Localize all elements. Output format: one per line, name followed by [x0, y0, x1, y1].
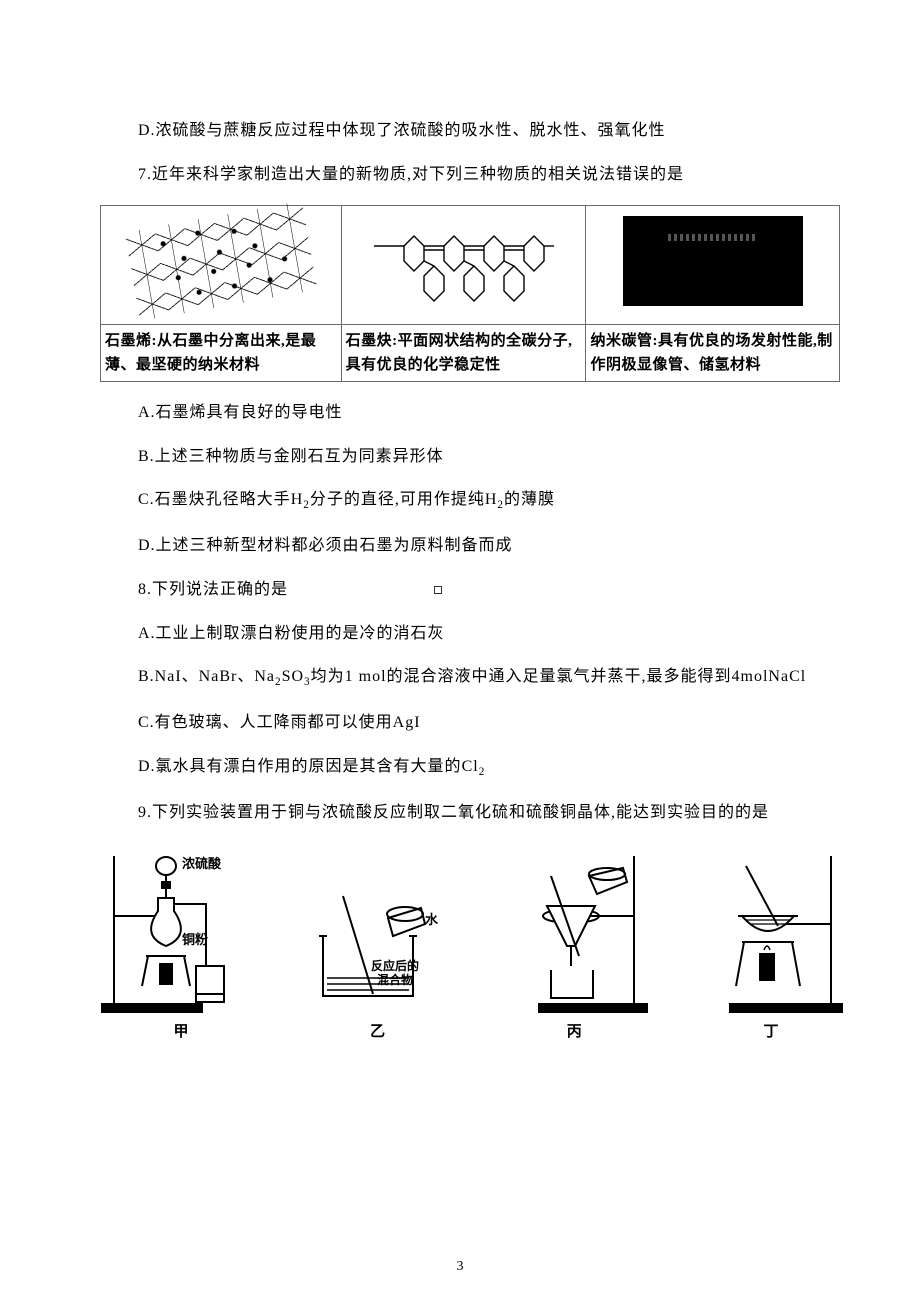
q7c-mid: 分子的直径,可用作提纯: [310, 491, 485, 508]
svg-text:反应后的: 反应后的: [371, 958, 419, 973]
q7c-prefix: C.石墨炔孔径略大手: [138, 491, 291, 508]
cell-nanotube-caption: 纳米碳管:具有优良的场发射性能,制作阴极显像管、储氢材料: [586, 325, 840, 382]
svg-text:铜粉: 铜粉: [181, 932, 208, 947]
diagram-bing: 丙: [489, 846, 659, 1044]
svg-text:混合物: 混合物: [377, 972, 413, 987]
q8-option-b: B.NaI、NaBr、Na2SO3均为1 mol的混合溶液中通入足量氯气并蒸干,…: [120, 664, 830, 692]
diagram-yi-label: 乙: [293, 1020, 463, 1044]
diagram-bing-label: 丙: [489, 1020, 659, 1044]
q9-diagram-row: 浓硫酸 铜粉 甲: [96, 846, 856, 1044]
q8-stem: 8.下列说法正确的是: [120, 577, 830, 603]
q7c-suffix: 的薄膜: [504, 491, 555, 508]
graphene-icon: [124, 201, 317, 321]
cell-graphene-img: [101, 206, 342, 325]
q6-option-d: D.浓硫酸与蔗糖反应过程中体现了浓硫酸的吸水性、脱水性、强氧化性: [120, 118, 830, 144]
q7-option-b: B.上述三种物质与金刚石互为同素异形体: [120, 444, 830, 470]
q7-option-c: C.石墨炔孔径略大手H2分子的直径,可用作提纯H2的薄膜: [120, 487, 830, 515]
q8b-prefix: B.NaI、NaBr、: [138, 668, 254, 685]
q8-option-d: D.氯水具有漂白作用的原因是其含有大量的Cl2: [120, 754, 830, 782]
diagram-ding-label: 丁: [686, 1020, 856, 1044]
q9-stem: 9.下列实验装置用于铜与浓硫酸反应制取二氧化硫和硫酸铜晶体,能达到实验目的的是: [120, 800, 830, 826]
page-number: 3: [0, 1256, 920, 1278]
diagram-jia: 浓硫酸 铜粉 甲: [96, 846, 266, 1044]
cell-nanotube-img: [586, 206, 840, 325]
diagram-jia-label: 甲: [96, 1020, 266, 1044]
svg-text:水: 水: [425, 912, 439, 927]
q8-stem-text: 8.下列说法正确的是: [138, 581, 288, 598]
q7-stem: 7.近年来科学家制造出大量的新物质,对下列三种物质的相关说法错误的是: [120, 162, 830, 188]
nanotube-icon: [623, 216, 803, 306]
q7-materials-table: 石墨烯:从石墨中分离出来,是最薄、最坚硬的纳米材料 石墨炔:平面网状结构的全碳分…: [100, 205, 840, 382]
q7-option-d: D.上述三种新型材料都必须由石墨为原料制备而成: [120, 533, 830, 559]
q8b-mid: 均为1 mol的混合溶液中通入足量氯气并蒸干,最多能得到4molNaCl: [311, 668, 807, 685]
q8-option-a: A.工业上制取漂白粉使用的是冷的消石灰: [120, 621, 830, 647]
diagram-ding: 丁: [686, 846, 856, 1044]
diagram-yi: 水 反应后的 混合物 乙: [293, 866, 463, 1044]
svg-text:浓硫酸: 浓硫酸: [182, 856, 222, 871]
cell-graphyne-caption: 石墨炔:平面网状结构的全碳分子,具有优良的化学稳定性: [341, 325, 586, 382]
q8d-prefix: D.氯水具有漂白作用的原因是其含有大量的: [138, 758, 462, 775]
cell-graphyne-img: [341, 206, 586, 325]
q7-option-a: A.石墨烯具有良好的导电性: [120, 400, 830, 426]
graphyne-icon: [374, 216, 554, 306]
cell-graphene-caption: 石墨烯:从石墨中分离出来,是最薄、最坚硬的纳米材料: [101, 325, 342, 382]
q8-option-c: C.有色玻璃、人工降雨都可以使用AgI: [120, 710, 830, 736]
